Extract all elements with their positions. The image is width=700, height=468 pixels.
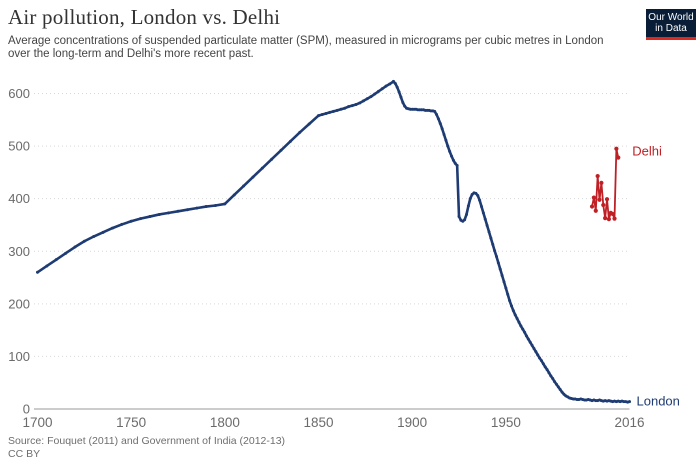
svg-text:1850: 1850 [303,415,333,430]
svg-text:500: 500 [8,139,30,154]
svg-text:100: 100 [8,349,30,364]
chart-subtitle-line-2: over the long-term and Delhi's more rece… [8,48,254,60]
source-note: Source: Fouquet (2011) and Government of… [8,435,286,447]
owid-logo-line-2: in Data [655,23,687,34]
svg-text:300: 300 [8,244,30,259]
svg-text:2016: 2016 [614,415,644,430]
license-note: CC BY [8,448,41,460]
series-label-london: London [637,394,680,409]
svg-text:1900: 1900 [397,415,427,430]
svg-text:1800: 1800 [210,415,240,430]
owid-logo: Our World in Data [646,9,696,40]
owid-logo-line-1: Our World [648,11,694,23]
svg-text:1700: 1700 [22,415,52,430]
svg-text:0: 0 [23,402,30,417]
chart-title: Air pollution, London vs. Delhi [8,5,281,29]
svg-text:1950: 1950 [491,415,521,430]
chart-subtitle-line-1: Average concentrations of suspended part… [8,35,604,47]
svg-text:400: 400 [8,191,30,206]
chart-subtitle: Average concentrations of suspended part… [8,35,604,61]
svg-text:600: 600 [8,86,30,101]
svg-text:200: 200 [8,296,30,311]
svg-text:1750: 1750 [116,415,146,430]
series-label-delhi: Delhi [632,144,662,159]
